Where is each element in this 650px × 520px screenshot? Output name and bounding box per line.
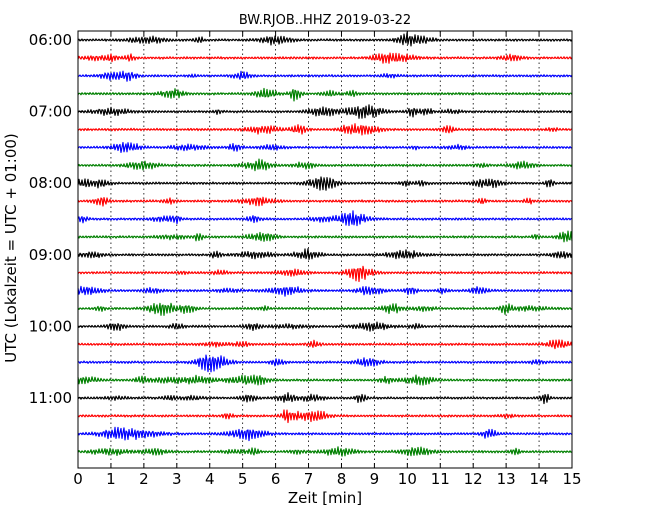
trace-line <box>78 354 573 373</box>
trace-line <box>77 285 573 297</box>
trace-line <box>77 210 573 227</box>
trace-line <box>77 70 573 82</box>
y-tick-label: 10:00 <box>29 317 72 335</box>
x-tick-label: 6 <box>271 470 281 488</box>
trace-line <box>77 123 573 136</box>
trace-line <box>77 104 573 119</box>
plot-frame <box>77 30 573 469</box>
y-tick-label: 09:00 <box>29 246 72 264</box>
x-tick-label: 10 <box>398 470 417 488</box>
x-tick-label: 8 <box>337 470 347 488</box>
trace-line <box>77 302 573 316</box>
x-tick-label: 5 <box>238 470 248 488</box>
x-tick-label: 14 <box>530 470 549 488</box>
x-axis-label: Zeit [min] <box>288 489 362 507</box>
y-tick-label: 08:00 <box>29 174 72 192</box>
seismic-traces <box>77 32 573 457</box>
x-tick-label: 1 <box>106 470 116 488</box>
trace-line <box>77 374 573 386</box>
trace-line <box>77 32 573 47</box>
x-tick-label: 13 <box>497 470 516 488</box>
x-axis-ticks: 0 1 2 3 4 5 6 7 8 9 10 11 12 13 14 15 <box>73 31 582 488</box>
x-tick-label: 11 <box>431 470 450 488</box>
x-tick-label: 2 <box>139 470 149 488</box>
trace-line <box>77 409 573 424</box>
x-tick-label: 15 <box>562 470 581 488</box>
y-axis-ticks: 06:00 07:00 08:00 09:00 10:00 11:00 <box>29 31 572 407</box>
x-tick-label: 12 <box>464 470 483 488</box>
trace-line <box>77 87 573 102</box>
trace-line <box>77 392 573 405</box>
x-tick-label: 0 <box>73 470 83 488</box>
x-tick-label: 7 <box>304 470 314 488</box>
y-tick-label: 11:00 <box>29 389 72 407</box>
trace-line <box>77 52 573 64</box>
y-tick-label: 06:00 <box>29 31 72 49</box>
trace-line <box>77 446 573 457</box>
y-tick-label: 07:00 <box>29 103 72 121</box>
trace-line <box>77 426 573 442</box>
x-tick-label: 4 <box>205 470 215 488</box>
trace-line <box>77 141 573 154</box>
trace-line <box>77 321 573 332</box>
trace-line <box>77 230 573 243</box>
trace-line <box>77 158 573 172</box>
trace-line <box>77 339 573 350</box>
x-gridlines <box>110 31 540 468</box>
trace-line <box>77 265 573 283</box>
trace-line <box>77 196 573 207</box>
trace-line <box>77 176 573 191</box>
chart-title: BW.RJOB..HHZ 2019-03-22 <box>239 13 411 28</box>
x-tick-label: 9 <box>370 470 380 488</box>
trace-line <box>77 248 573 261</box>
y-axis-label: UTC (Lokalzeit = UTC + 01:00) <box>2 133 20 363</box>
x-tick-label: 3 <box>172 470 182 488</box>
